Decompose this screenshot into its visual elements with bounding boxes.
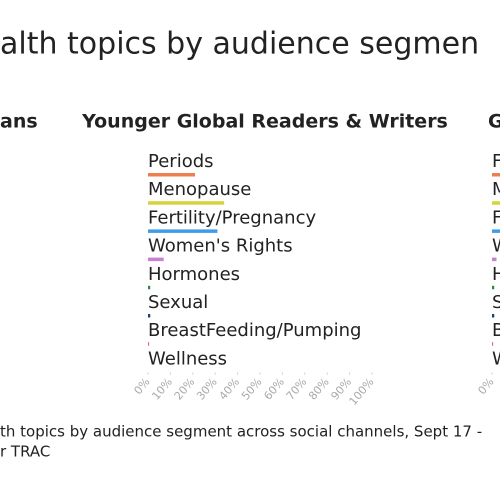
caption: r TRAC bbox=[0, 443, 50, 461]
caption: th topics by audience segment across soc… bbox=[0, 423, 482, 441]
category-label: Periods bbox=[148, 151, 214, 172]
category-label: M bbox=[492, 179, 500, 200]
panel-title: ans bbox=[0, 111, 38, 133]
category-label: Women's Rights bbox=[148, 236, 293, 257]
x-tick-label: 50% bbox=[239, 376, 265, 403]
x-tick-label: 20% bbox=[172, 376, 198, 403]
category-label: W bbox=[492, 236, 500, 257]
x-tick-label: 100% bbox=[346, 376, 376, 408]
bar bbox=[492, 285, 495, 290]
bar bbox=[492, 314, 495, 318]
x-tick-label: 80% bbox=[306, 376, 332, 403]
x-tick-label: 70% bbox=[284, 376, 310, 403]
bar bbox=[492, 257, 497, 262]
category-label: B bbox=[492, 320, 500, 341]
x-tick-label: 30% bbox=[194, 376, 220, 403]
page-title: alth topics by audience segmen bbox=[0, 27, 479, 62]
x-tick-label: 60% bbox=[261, 376, 287, 403]
bar bbox=[492, 342, 494, 346]
bar bbox=[148, 229, 218, 233]
category-label: F bbox=[492, 207, 500, 228]
bar bbox=[148, 285, 151, 290]
bar bbox=[492, 201, 500, 205]
category-label: Sexual bbox=[148, 292, 208, 313]
category-label: Menopause bbox=[148, 179, 251, 200]
x-tick-label: 0% bbox=[475, 376, 496, 398]
category-label: BreastFeeding/Pumping bbox=[148, 320, 361, 341]
category-label: W bbox=[492, 348, 500, 369]
bar bbox=[148, 342, 150, 346]
bar bbox=[148, 173, 196, 177]
bar bbox=[492, 229, 500, 233]
bar bbox=[492, 173, 500, 177]
bar bbox=[148, 314, 151, 318]
x-tick-label: 40% bbox=[217, 376, 243, 403]
category-label: H bbox=[492, 264, 500, 285]
x-tick-label: 10% bbox=[149, 376, 175, 403]
panel-title: G bbox=[488, 111, 500, 133]
category-label: S bbox=[492, 292, 500, 313]
category-label: F bbox=[492, 151, 500, 172]
bar bbox=[148, 257, 164, 262]
category-label: Hormones bbox=[148, 264, 240, 285]
panel-title: Younger Global Readers & Writers bbox=[81, 111, 448, 133]
category-label: Wellness bbox=[148, 348, 227, 369]
category-label: Fertility/Pregnancy bbox=[148, 207, 316, 228]
bar bbox=[148, 201, 225, 205]
